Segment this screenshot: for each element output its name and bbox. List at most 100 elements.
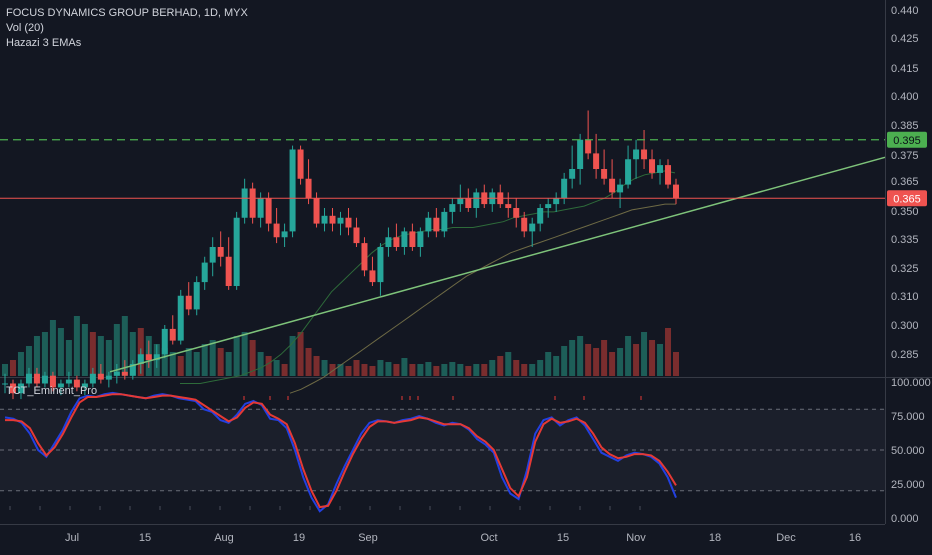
candle-up (25, 373, 32, 384)
symbol-title[interactable]: FOCUS DYNAMICS GROUP BERHAD, 1D, MYX (6, 7, 248, 19)
candle-down (609, 178, 616, 193)
candle-up (377, 247, 384, 283)
resistance-price-label: 0.395 (893, 135, 921, 147)
volume-bar (209, 340, 216, 376)
volume-bar (81, 324, 88, 376)
oscillator-red-line (5, 393, 677, 509)
volume-bar (617, 348, 624, 376)
candle-up (425, 217, 432, 232)
volume-bar (441, 364, 448, 376)
candle-down (393, 237, 400, 247)
candle-up (457, 198, 464, 205)
volume-bar (9, 360, 16, 376)
candle-down (649, 159, 656, 173)
candle-down (593, 153, 600, 169)
volume-bar (345, 366, 352, 376)
resistance-price-tag (887, 131, 927, 148)
candle-down (33, 373, 40, 384)
candle-up (161, 328, 168, 355)
candle-up (553, 198, 560, 205)
time-tick-label: Nov (626, 532, 646, 544)
time-tick-label: 18 (709, 532, 721, 544)
candle-up (657, 165, 664, 173)
volume-bar (177, 356, 184, 376)
candle-up (617, 184, 624, 193)
volume-bar (121, 316, 128, 376)
candle-down (433, 217, 440, 232)
candle-down (513, 208, 520, 218)
volume-bar (665, 328, 672, 376)
volume-bar (249, 340, 256, 376)
volume-bar (417, 364, 424, 376)
volume-bar (273, 360, 280, 376)
time-tick-label: Dec (776, 532, 796, 544)
time-tick-label: 19 (293, 532, 305, 544)
candle-down (217, 247, 224, 257)
volume-bar (217, 348, 224, 376)
candle-down (673, 184, 679, 199)
price-tick-label: 0.285 (891, 349, 919, 361)
volume-bar (2, 364, 8, 376)
candle-down (601, 169, 608, 179)
candle-up (65, 379, 72, 384)
volume-bar (601, 340, 608, 376)
candle-up (153, 354, 160, 361)
volume-study-label[interactable]: Vol (20) (6, 22, 44, 34)
candle-up (113, 371, 120, 376)
volume-bar (609, 352, 616, 376)
volume-bar (185, 348, 192, 376)
candle-down (97, 373, 104, 380)
time-tick-label: 15 (139, 532, 151, 544)
volume-bar (497, 356, 504, 376)
candle-down (369, 270, 376, 283)
candle-down (225, 256, 232, 286)
volume-bar (537, 360, 544, 376)
volume-bar (473, 364, 480, 376)
ema-slow-line (289, 203, 676, 394)
candle-up (233, 217, 240, 286)
candle-up (281, 231, 288, 238)
candle-up (401, 231, 408, 247)
candle-down (297, 149, 304, 179)
oscillator-tick-label: 75.000 (891, 411, 925, 423)
ema-study-label[interactable]: Hazazi 3 EMAs (6, 37, 82, 49)
candle-up (41, 375, 48, 384)
time-tick-label: 16 (849, 532, 861, 544)
volume-bar (361, 364, 368, 376)
candle-down (665, 165, 672, 185)
candle-down (641, 149, 648, 160)
candle-up (545, 204, 552, 208)
time-tick-label: Oct (480, 532, 497, 544)
candle-up (625, 159, 632, 185)
volume-bar (281, 364, 288, 376)
oscillator-title[interactable]: TCT_Eminent_Pro (6, 385, 98, 397)
time-tick-label: Aug (214, 532, 234, 544)
oscillator-tick-label: 25.000 (891, 479, 925, 491)
candle-down (265, 198, 272, 224)
volume-bar (593, 348, 600, 376)
volume-bar (265, 356, 272, 376)
price-tick-label: 0.310 (891, 291, 919, 303)
volume-bar (65, 340, 72, 376)
candle-up (177, 295, 184, 341)
candle-down (353, 227, 360, 244)
volume-bar (297, 332, 304, 376)
candle-up (385, 237, 392, 247)
candle-up (561, 178, 568, 199)
candle-up (105, 375, 112, 380)
price-tick-label: 0.425 (891, 33, 919, 45)
volume-bar (25, 346, 32, 376)
candle-up (257, 198, 264, 218)
volume-bar (649, 340, 656, 376)
candle-up (537, 208, 544, 224)
volume-bar (489, 360, 496, 376)
price-tick-label: 0.375 (891, 150, 919, 162)
volume-bar (41, 332, 48, 376)
volume-bar (449, 362, 456, 376)
price-tick-label: 0.440 (891, 5, 919, 17)
volume-bar (89, 332, 96, 376)
volume-bar (225, 352, 232, 376)
candle-up (577, 139, 584, 169)
